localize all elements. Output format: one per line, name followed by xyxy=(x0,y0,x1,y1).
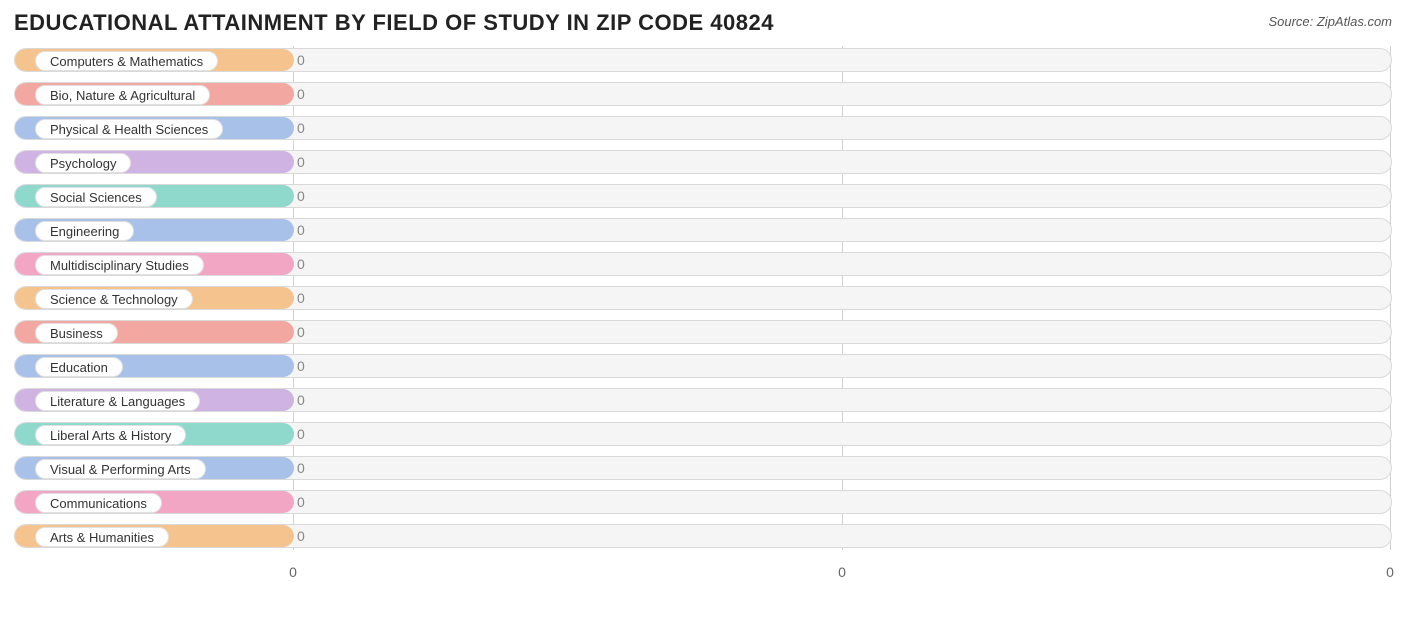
bar-value: 0 xyxy=(297,151,305,173)
chart-header: EDUCATIONAL ATTAINMENT BY FIELD OF STUDY… xyxy=(14,10,1392,36)
bar-value: 0 xyxy=(297,219,305,241)
chart-x-axis: 0 0 0 xyxy=(14,558,1392,588)
bar-track: Arts & Humanities 0 xyxy=(14,524,1392,548)
bar-label: Engineering xyxy=(35,221,134,241)
bar-label: Liberal Arts & History xyxy=(35,425,186,445)
chart-plot: Computers & Mathematics0Bio, Nature & Ag… xyxy=(14,48,1392,588)
bar-value: 0 xyxy=(297,423,305,445)
bar-value: 0 xyxy=(297,117,305,139)
bar-track: Literature & Languages 0 xyxy=(14,388,1392,412)
bar-value: 0 xyxy=(297,49,305,71)
bar-track: Multidisciplinary Studies 0 xyxy=(14,252,1392,276)
bar-track: Education 0 xyxy=(14,354,1392,378)
bar-track: Physical & Health Sciences 0 xyxy=(14,116,1392,140)
x-tick-label: 0 xyxy=(289,564,297,580)
bar-label: Education xyxy=(35,357,123,377)
bar-label: Bio, Nature & Agricultural xyxy=(35,85,210,105)
bar-label: Business xyxy=(35,323,118,343)
bar-value: 0 xyxy=(297,457,305,479)
chart-title: EDUCATIONAL ATTAINMENT BY FIELD OF STUDY… xyxy=(14,10,774,36)
bar-label: Science & Technology xyxy=(35,289,193,309)
bar-label: Computers & Mathematics xyxy=(35,51,218,71)
bar-track: Engineering 0 xyxy=(14,218,1392,242)
bar-label: Literature & Languages xyxy=(35,391,200,411)
bar-label: Psychology xyxy=(35,153,131,173)
bar-track: Communications 0 xyxy=(14,490,1392,514)
chart-source: Source: ZipAtlas.com xyxy=(1268,10,1392,29)
bar-value: 0 xyxy=(297,253,305,275)
bar-track: Psychology 0 xyxy=(14,150,1392,174)
bar-value: 0 xyxy=(297,491,305,513)
bar-track: Bio, Nature & Agricultural 0 xyxy=(14,82,1392,106)
bar-value: 0 xyxy=(297,185,305,207)
bar-label: Multidisciplinary Studies xyxy=(35,255,204,275)
bar-track: Business 0 xyxy=(14,320,1392,344)
bar-value: 0 xyxy=(297,355,305,377)
x-tick-label: 0 xyxy=(1386,564,1394,580)
bar-label: Physical & Health Sciences xyxy=(35,119,223,139)
bar-label: Communications xyxy=(35,493,162,513)
bar-track: Visual & Performing Arts 0 xyxy=(14,456,1392,480)
chart-rows: Computers & Mathematics0Bio, Nature & Ag… xyxy=(14,48,1392,548)
bar-value: 0 xyxy=(297,287,305,309)
bar-track: Social Sciences 0 xyxy=(14,184,1392,208)
bar-track: Science & Technology 0 xyxy=(14,286,1392,310)
bar-label: Arts & Humanities xyxy=(35,527,169,547)
x-tick-label: 0 xyxy=(838,564,846,580)
bar-track: Liberal Arts & History 0 xyxy=(14,422,1392,446)
bar-value: 0 xyxy=(297,389,305,411)
bar-value: 0 xyxy=(297,83,305,105)
bar-value: 0 xyxy=(297,525,305,547)
bar-value: 0 xyxy=(297,321,305,343)
chart-container: EDUCATIONAL ATTAINMENT BY FIELD OF STUDY… xyxy=(0,0,1406,631)
bar-label: Visual & Performing Arts xyxy=(35,459,206,479)
bar-label: Social Sciences xyxy=(35,187,157,207)
bar-track: Computers & Mathematics 0 xyxy=(14,48,1392,72)
